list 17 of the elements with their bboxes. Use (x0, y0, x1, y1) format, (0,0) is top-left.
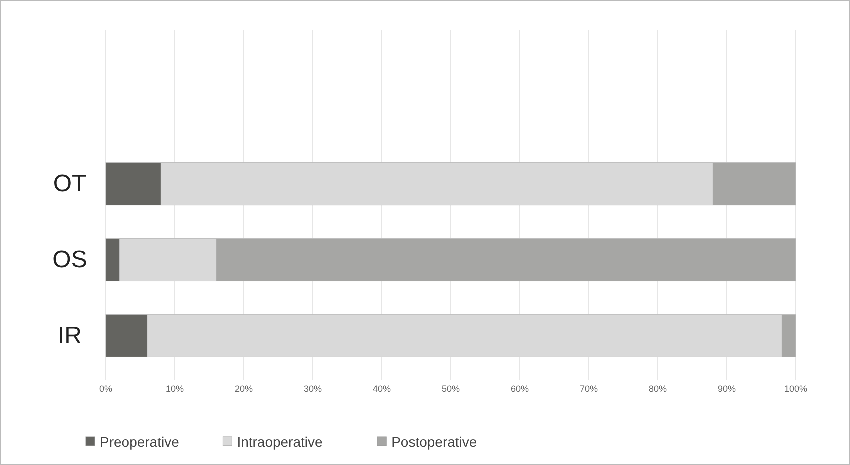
x-tick-label: 80% (648, 384, 668, 394)
x-tick-label: 20% (234, 384, 254, 394)
x-tick-label: 60% (510, 384, 530, 394)
legend-label: Intraoperative (237, 434, 324, 450)
y-tick-label: IR (58, 322, 82, 350)
y-tick-label: OS (52, 246, 88, 274)
legend-label: Preoperative (100, 434, 180, 450)
x-tick-label: 30% (304, 384, 322, 394)
x-tick-label: 0% (99, 384, 113, 394)
legend-label: Postoperative (392, 434, 478, 450)
x-tick-label: 50% (442, 384, 460, 394)
x-tick-label: 10% (166, 384, 184, 394)
x-tick-label: 40% (372, 384, 392, 394)
x-tick-label: 70% (580, 384, 598, 394)
x-tick-label: 100% (784, 384, 808, 394)
y-tick-label: OT (53, 170, 88, 198)
x-tick-label: 90% (718, 384, 736, 394)
